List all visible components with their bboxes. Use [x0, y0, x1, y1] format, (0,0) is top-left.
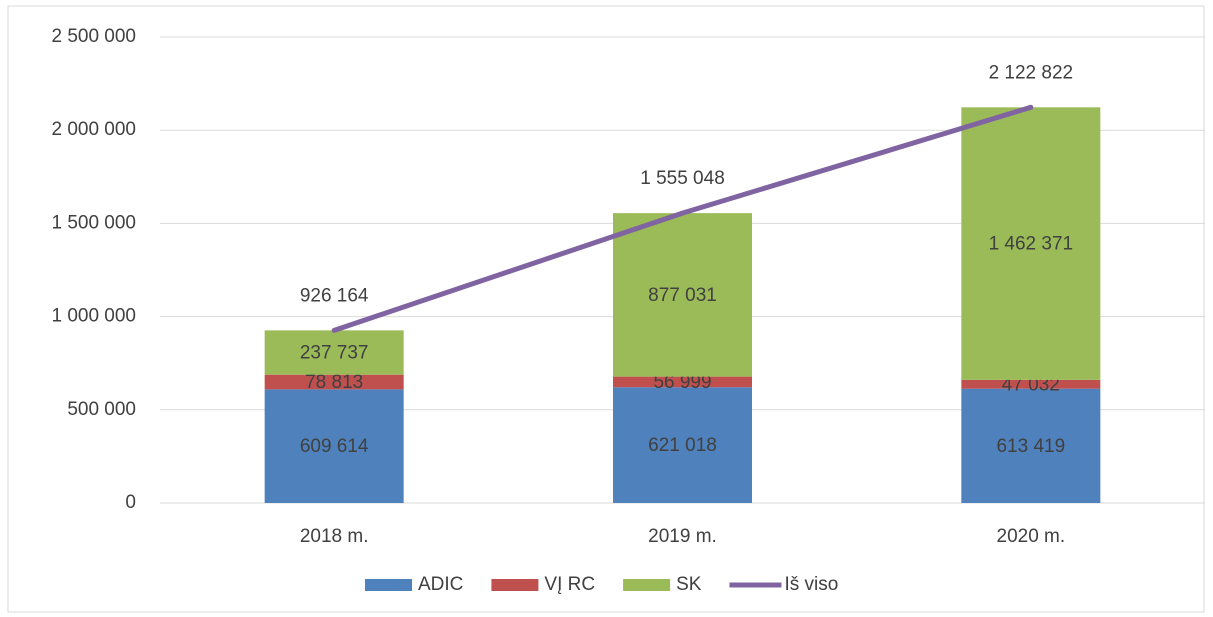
legend-swatch	[623, 579, 671, 591]
y-tick-label: 2 000 000	[51, 119, 136, 140]
y-tick-label: 500 000	[67, 399, 136, 420]
x-tick-label: 2018 m.	[300, 526, 369, 547]
chart-border	[7, 5, 1205, 613]
bar-segment	[264, 330, 404, 375]
data-label: 609 614	[300, 436, 369, 457]
y-tick-label: 1 000 000	[51, 306, 136, 327]
data-label: 56 999	[653, 372, 711, 393]
data-label: 1 462 371	[989, 234, 1074, 255]
data-label: 621 018	[648, 435, 717, 456]
y-tick-label: 2 500 000	[51, 26, 136, 47]
legend-label: VĮ RC	[544, 574, 595, 595]
data-label: 877 031	[648, 285, 717, 306]
data-label: 926 164	[300, 285, 369, 306]
data-label: 1 555 048	[640, 168, 725, 189]
legend-swatch	[491, 579, 539, 591]
legend-label: Iš viso	[784, 574, 838, 595]
data-label: 613 419	[996, 436, 1065, 457]
legend-swatch	[365, 579, 412, 591]
bar-segment	[961, 388, 1101, 503]
bar-segment	[613, 376, 752, 388]
data-label: 237 737	[300, 343, 369, 364]
y-tick-label: 1 500 000	[51, 212, 136, 233]
x-tick-label: 2020 m.	[997, 526, 1066, 547]
x-tick-label: 2019 m.	[648, 526, 717, 547]
bar-segment	[961, 107, 1101, 380]
bar-segment	[264, 374, 404, 390]
legend-label: ADIC	[418, 574, 463, 595]
data-label: 2 122 822	[989, 62, 1074, 83]
data-label: 78 813	[305, 372, 363, 393]
y-tick-label: 0	[125, 492, 136, 513]
line-series	[331, 104, 1034, 333]
bar-segment	[961, 379, 1101, 389]
bar-segment	[613, 387, 752, 503]
bar-segment	[264, 389, 404, 503]
bar-segment	[613, 213, 752, 377]
legend-label: SK	[676, 574, 702, 595]
